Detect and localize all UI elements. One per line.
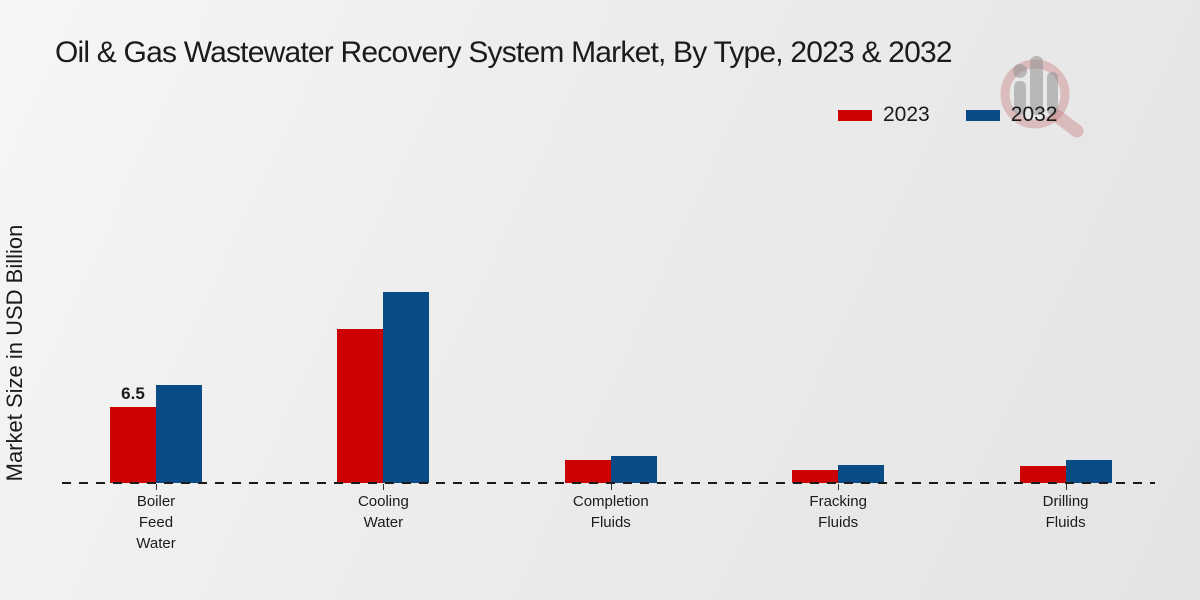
- bar-2032-fracking-fluids: [838, 465, 885, 483]
- data-label: 6.5: [121, 384, 145, 403]
- bar-2032-completion-fluids: [610, 456, 657, 483]
- legend-item-2032: 2032: [965, 103, 1058, 127]
- category-label: Fracking Fluids: [809, 493, 867, 531]
- category-label: Cooling Water: [357, 493, 409, 531]
- category-label: Completion Fluids: [572, 493, 649, 531]
- bar-2032-cooling-water: [383, 292, 430, 483]
- category-label: Boiler Feed Water: [136, 493, 176, 552]
- bar-2032-drilling-fluids: [1065, 460, 1112, 483]
- y-axis-label: Market Size in USD Billion: [2, 224, 27, 482]
- axis-tick: [383, 484, 385, 490]
- bar-2032-boiler-feed-water: [156, 385, 202, 483]
- legend-label-2023: 2023: [883, 103, 930, 126]
- axis-tick: [838, 484, 840, 490]
- axis-tick: [1065, 484, 1067, 490]
- x-axis-baseline: [62, 482, 1155, 484]
- bar-2023-completion-fluids: [564, 460, 611, 483]
- legend-swatch-2032: [965, 109, 1000, 121]
- bar-2023-boiler-feed-water: [110, 407, 156, 483]
- footer-accent-bar: [0, 589, 1200, 600]
- legend-label-2032: 2032: [1010, 103, 1058, 126]
- watermark-logo-icon: [1000, 56, 1084, 138]
- axis-tick: [610, 484, 612, 490]
- category-label: Drilling Fluids: [1042, 493, 1089, 531]
- legend-item-2023: 2023: [838, 103, 930, 127]
- legend-swatch-2023: [838, 109, 872, 121]
- axis-tick: [156, 484, 157, 490]
- bar-2023-cooling-water: [337, 329, 384, 483]
- chart-title: Oil & Gas Wastewater Recovery System Mar…: [55, 36, 953, 69]
- bar-2023-drilling-fluids: [1019, 466, 1066, 483]
- bar-2023-fracking-fluids: [792, 470, 839, 483]
- legend: 2023 2032: [838, 103, 1057, 127]
